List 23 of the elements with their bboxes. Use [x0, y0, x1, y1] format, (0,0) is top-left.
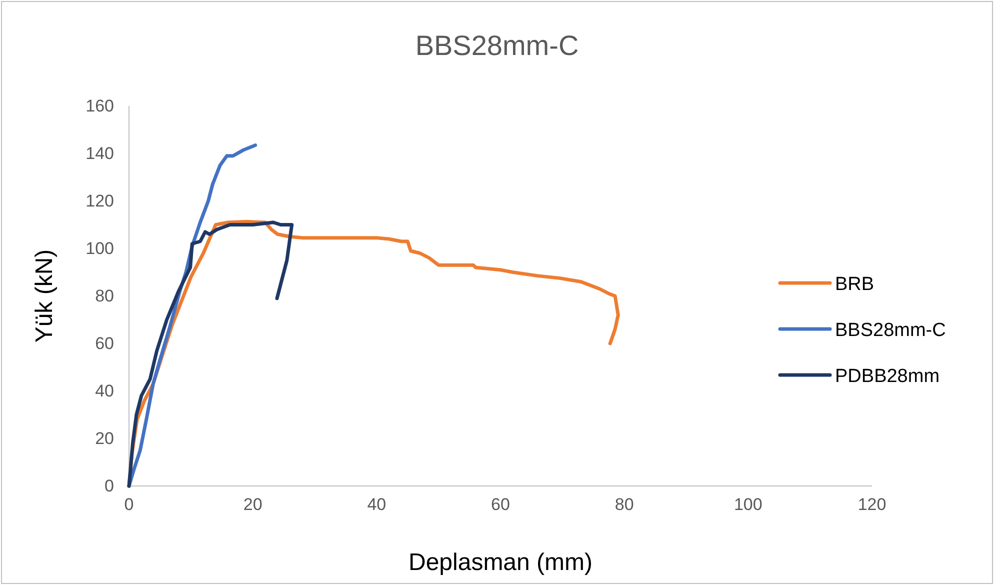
y-tick-label: 100 — [86, 238, 114, 258]
x-tick-label: 0 — [124, 495, 134, 514]
y-tick-label: 120 — [86, 191, 114, 210]
y-tick-label: 0 — [104, 476, 114, 496]
x-tick-label: 60 — [491, 495, 510, 514]
x-tick-label: 40 — [367, 495, 386, 514]
legend-label: PDBB28mm — [835, 366, 940, 387]
y-tick-label: 40 — [95, 381, 114, 400]
legend-label: BRB — [835, 274, 874, 295]
y-tick-label: 60 — [95, 334, 114, 353]
legend-label: BBS28mm-C — [835, 320, 946, 341]
y-tick-label: 20 — [95, 428, 114, 448]
y-tick-label: 80 — [95, 286, 114, 306]
x-tick-label: 80 — [614, 495, 634, 514]
line-series — [127, 220, 294, 488]
x-tick-label: 120 — [858, 495, 886, 514]
y-tick-label: 140 — [86, 144, 114, 163]
x-tick-label: 20 — [243, 495, 262, 514]
x-tick-label: 100 — [734, 495, 762, 514]
x-axis-title: Deplasman (mm) — [408, 549, 593, 576]
y-tick-label: 160 — [86, 96, 114, 116]
y-axis-title: Yük (kN) — [31, 249, 58, 343]
chart-title: BBS28mm-C — [415, 30, 579, 61]
